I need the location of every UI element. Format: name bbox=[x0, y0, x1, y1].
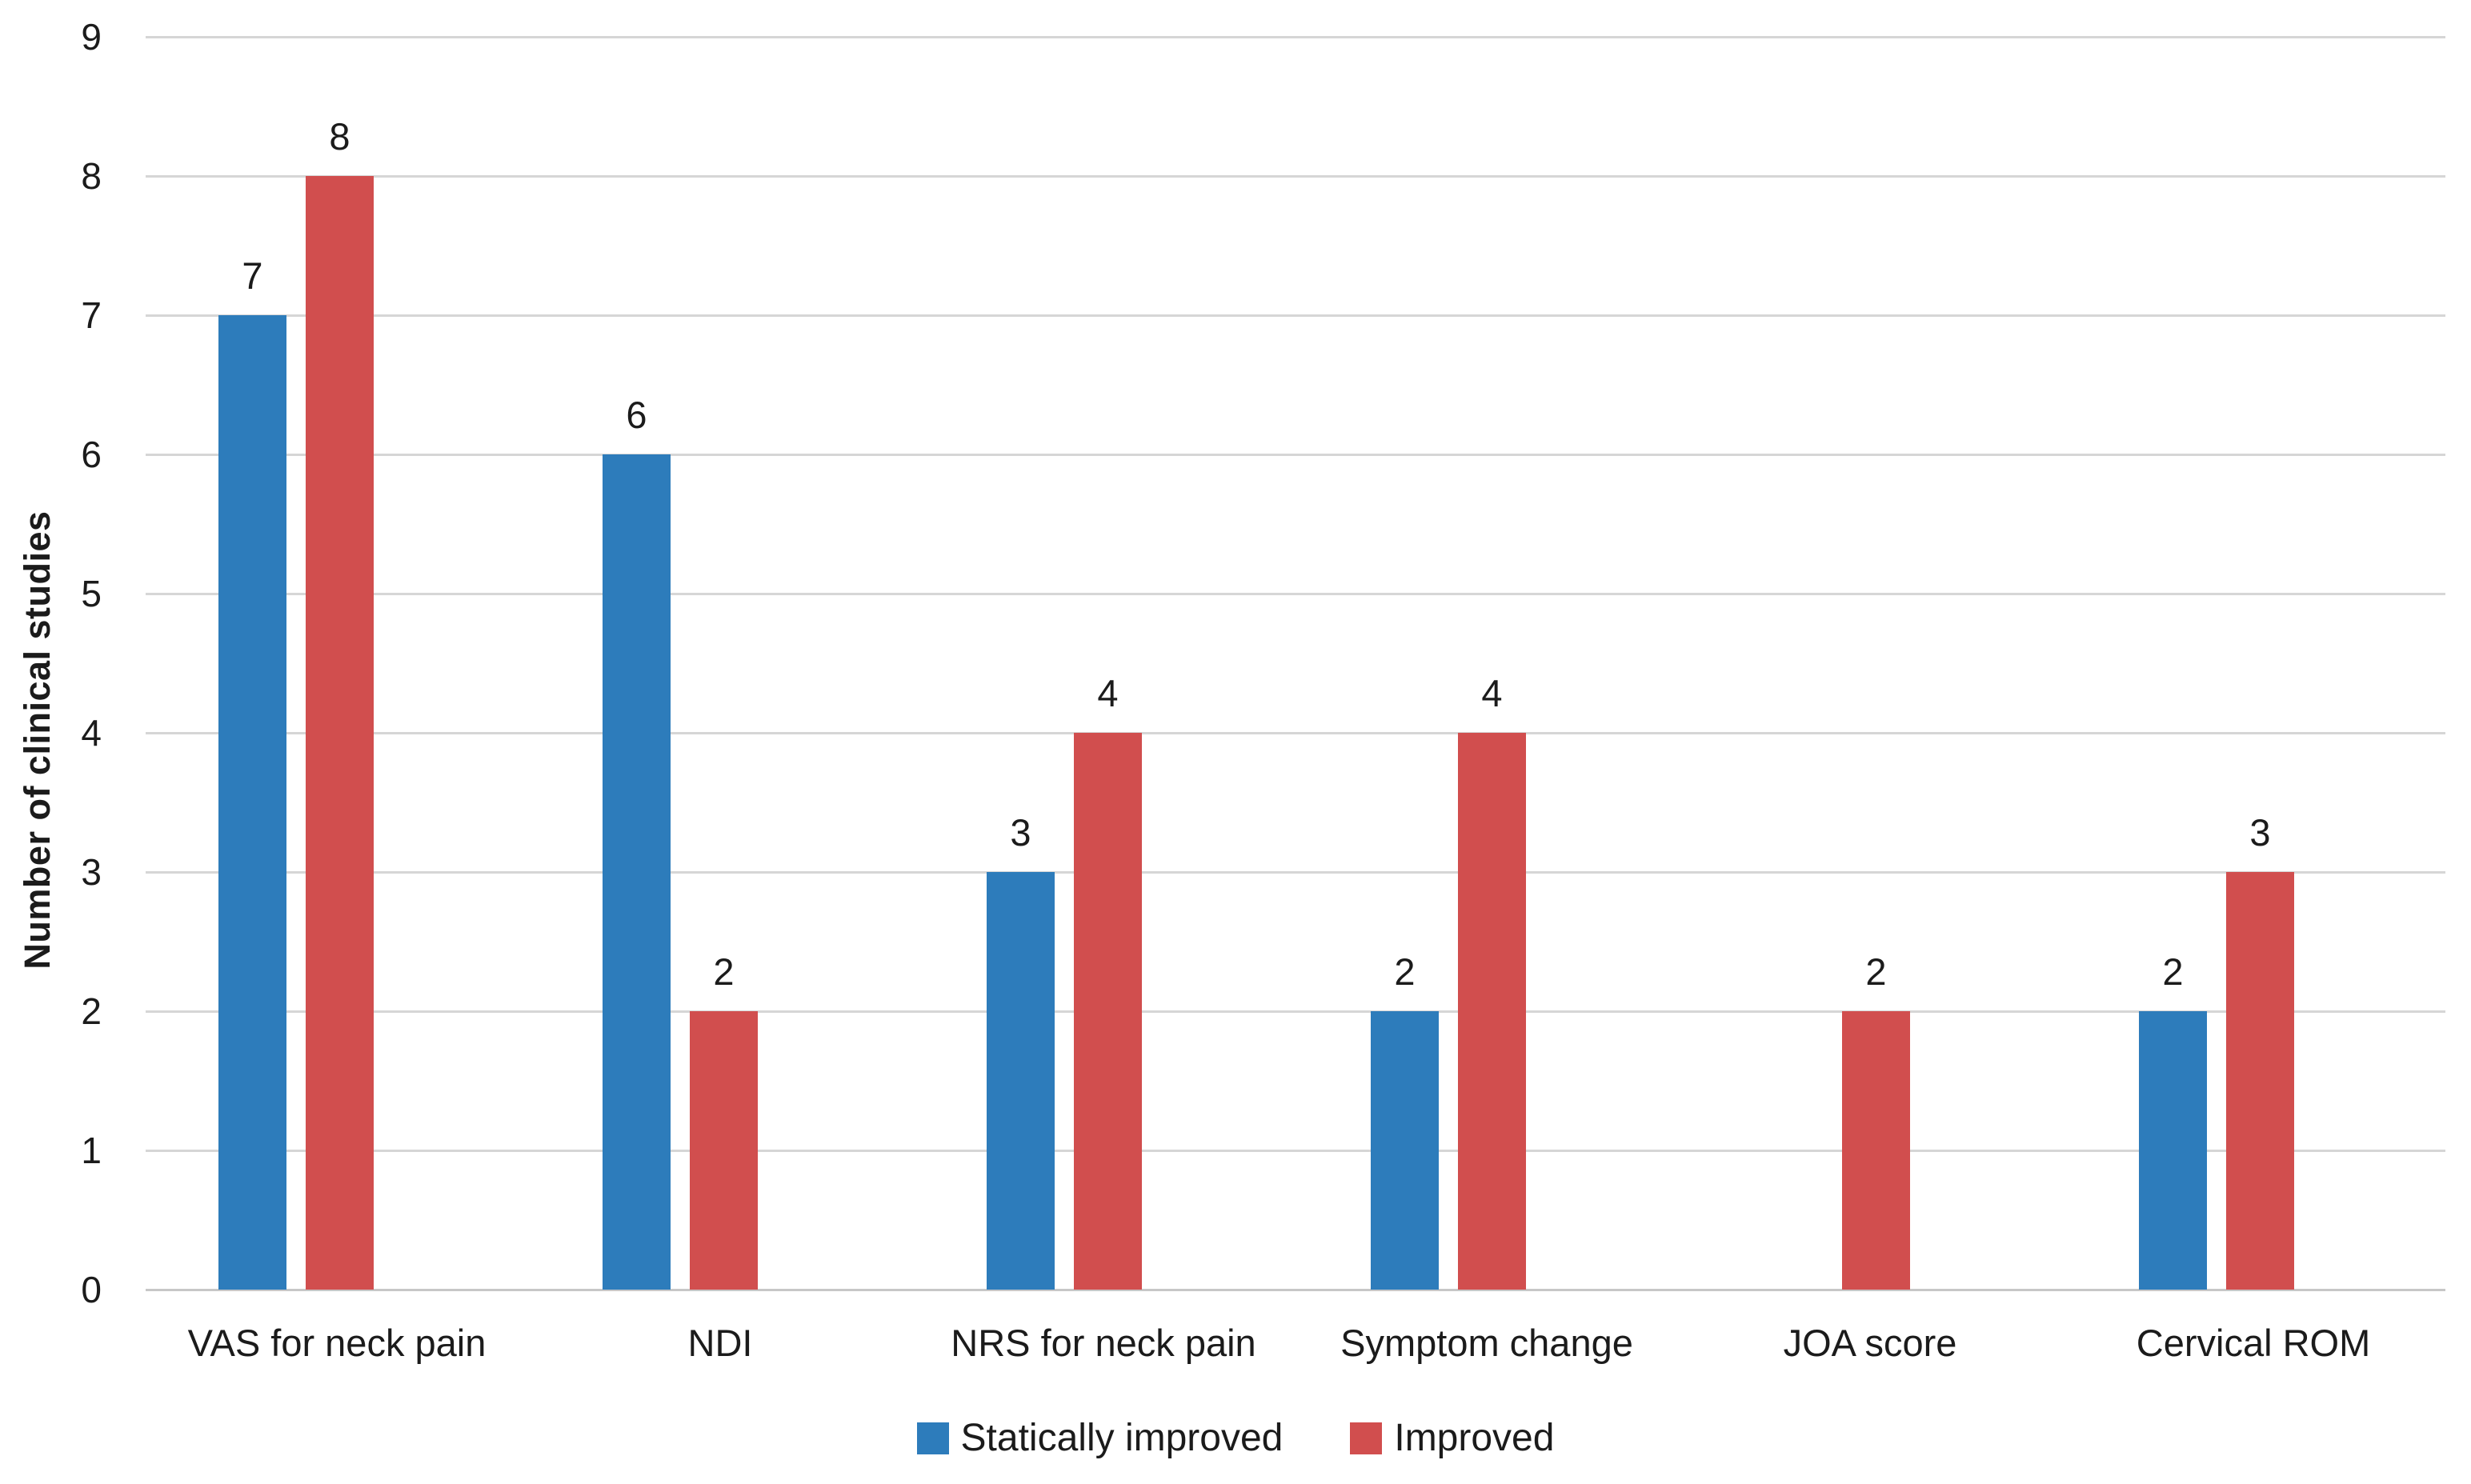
x-category-label-ndi: NDI bbox=[687, 1322, 753, 1364]
bar-improved-joa-score bbox=[1842, 1011, 1910, 1290]
bar-improved-nrs-for-neck-pain bbox=[1074, 733, 1142, 1290]
legend-color-swatch-statically-improved bbox=[916, 1422, 949, 1454]
x-axis-baseline bbox=[146, 1288, 2445, 1291]
y-tick-label-8: 8 bbox=[81, 155, 102, 197]
legend-label: Statically improved bbox=[960, 1417, 1284, 1459]
y-tick-label-0: 0 bbox=[81, 1269, 102, 1310]
x-category-label-nrs-for-neck-pain: NRS for neck pain bbox=[951, 1322, 1256, 1364]
bar-value-label: 2 bbox=[2162, 950, 2184, 993]
y-tick-label-9: 9 bbox=[81, 16, 102, 58]
bar-statically-improved-nrs-for-neck-pain bbox=[987, 872, 1055, 1290]
bar-value-label: 2 bbox=[1865, 950, 1887, 993]
bar-improved-symptom-change bbox=[1458, 733, 1526, 1290]
bar-value-label: 8 bbox=[329, 115, 350, 158]
bar-statically-improved-vas-for-neck-pain bbox=[218, 315, 286, 1290]
y-tick-label-4: 4 bbox=[81, 712, 102, 754]
gridline-8 bbox=[146, 174, 2445, 178]
gridline-5 bbox=[146, 592, 2445, 595]
legend-item-statically-improved: Statically improved bbox=[916, 1416, 1284, 1460]
bar-improved-cervical-rom bbox=[2226, 872, 2294, 1290]
bar-statically-improved-symptom-change bbox=[1371, 1011, 1439, 1290]
y-tick-label-6: 6 bbox=[81, 434, 102, 475]
bar-improved-vas-for-neck-pain bbox=[306, 176, 374, 1290]
bar-value-label: 7 bbox=[242, 254, 263, 297]
y-tick-label-7: 7 bbox=[81, 294, 102, 336]
bar-value-label: 2 bbox=[713, 950, 735, 993]
bar-value-label: 2 bbox=[1394, 950, 1416, 993]
bar-statically-improved-ndi bbox=[603, 454, 671, 1290]
x-category-label-symptom-change: Symptom change bbox=[1340, 1322, 1633, 1364]
legend-label: Improved bbox=[1394, 1417, 1555, 1459]
bar-value-label: 3 bbox=[1010, 811, 1031, 854]
gridline-2 bbox=[146, 1010, 2445, 1013]
y-tick-label-3: 3 bbox=[81, 851, 102, 893]
bar-value-label: 3 bbox=[2249, 811, 2271, 854]
gridline-4 bbox=[146, 731, 2445, 734]
y-tick-label-2: 2 bbox=[81, 990, 102, 1032]
plot-area: 7 6 3 2 2 8 2 4 4 2 3 bbox=[146, 35, 2445, 1291]
x-category-label-cervical-rom: Cervical ROM bbox=[2136, 1322, 2371, 1364]
bar-statically-improved-cervical-rom bbox=[2139, 1011, 2207, 1290]
gridline-1 bbox=[146, 1149, 2445, 1152]
bar-improved-ndi bbox=[690, 1011, 758, 1290]
legend-item-improved: Improved bbox=[1350, 1416, 1554, 1460]
gridline-7 bbox=[146, 314, 2445, 317]
bar-value-label: 4 bbox=[1481, 672, 1503, 714]
gridline-3 bbox=[146, 870, 2445, 874]
legend-color-swatch-improved bbox=[1350, 1422, 1383, 1454]
legend: Statically improved Improved bbox=[0, 1416, 2471, 1460]
bar-value-label: 4 bbox=[1097, 672, 1119, 714]
y-tick-label-1: 1 bbox=[81, 1130, 102, 1171]
x-category-label-joa-score: JOA score bbox=[1783, 1322, 1957, 1364]
gridline-6 bbox=[146, 453, 2445, 456]
bar-value-label: 6 bbox=[626, 394, 647, 436]
x-category-label-vas-for-neck-pain: VAS for neck pain bbox=[187, 1322, 487, 1364]
gridline-9 bbox=[146, 35, 2445, 38]
y-tick-label-5: 5 bbox=[81, 573, 102, 614]
